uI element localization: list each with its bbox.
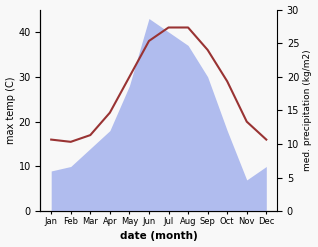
Y-axis label: med. precipitation (kg/m2): med. precipitation (kg/m2) [303,50,313,171]
X-axis label: date (month): date (month) [120,231,197,242]
Y-axis label: max temp (C): max temp (C) [5,77,16,144]
